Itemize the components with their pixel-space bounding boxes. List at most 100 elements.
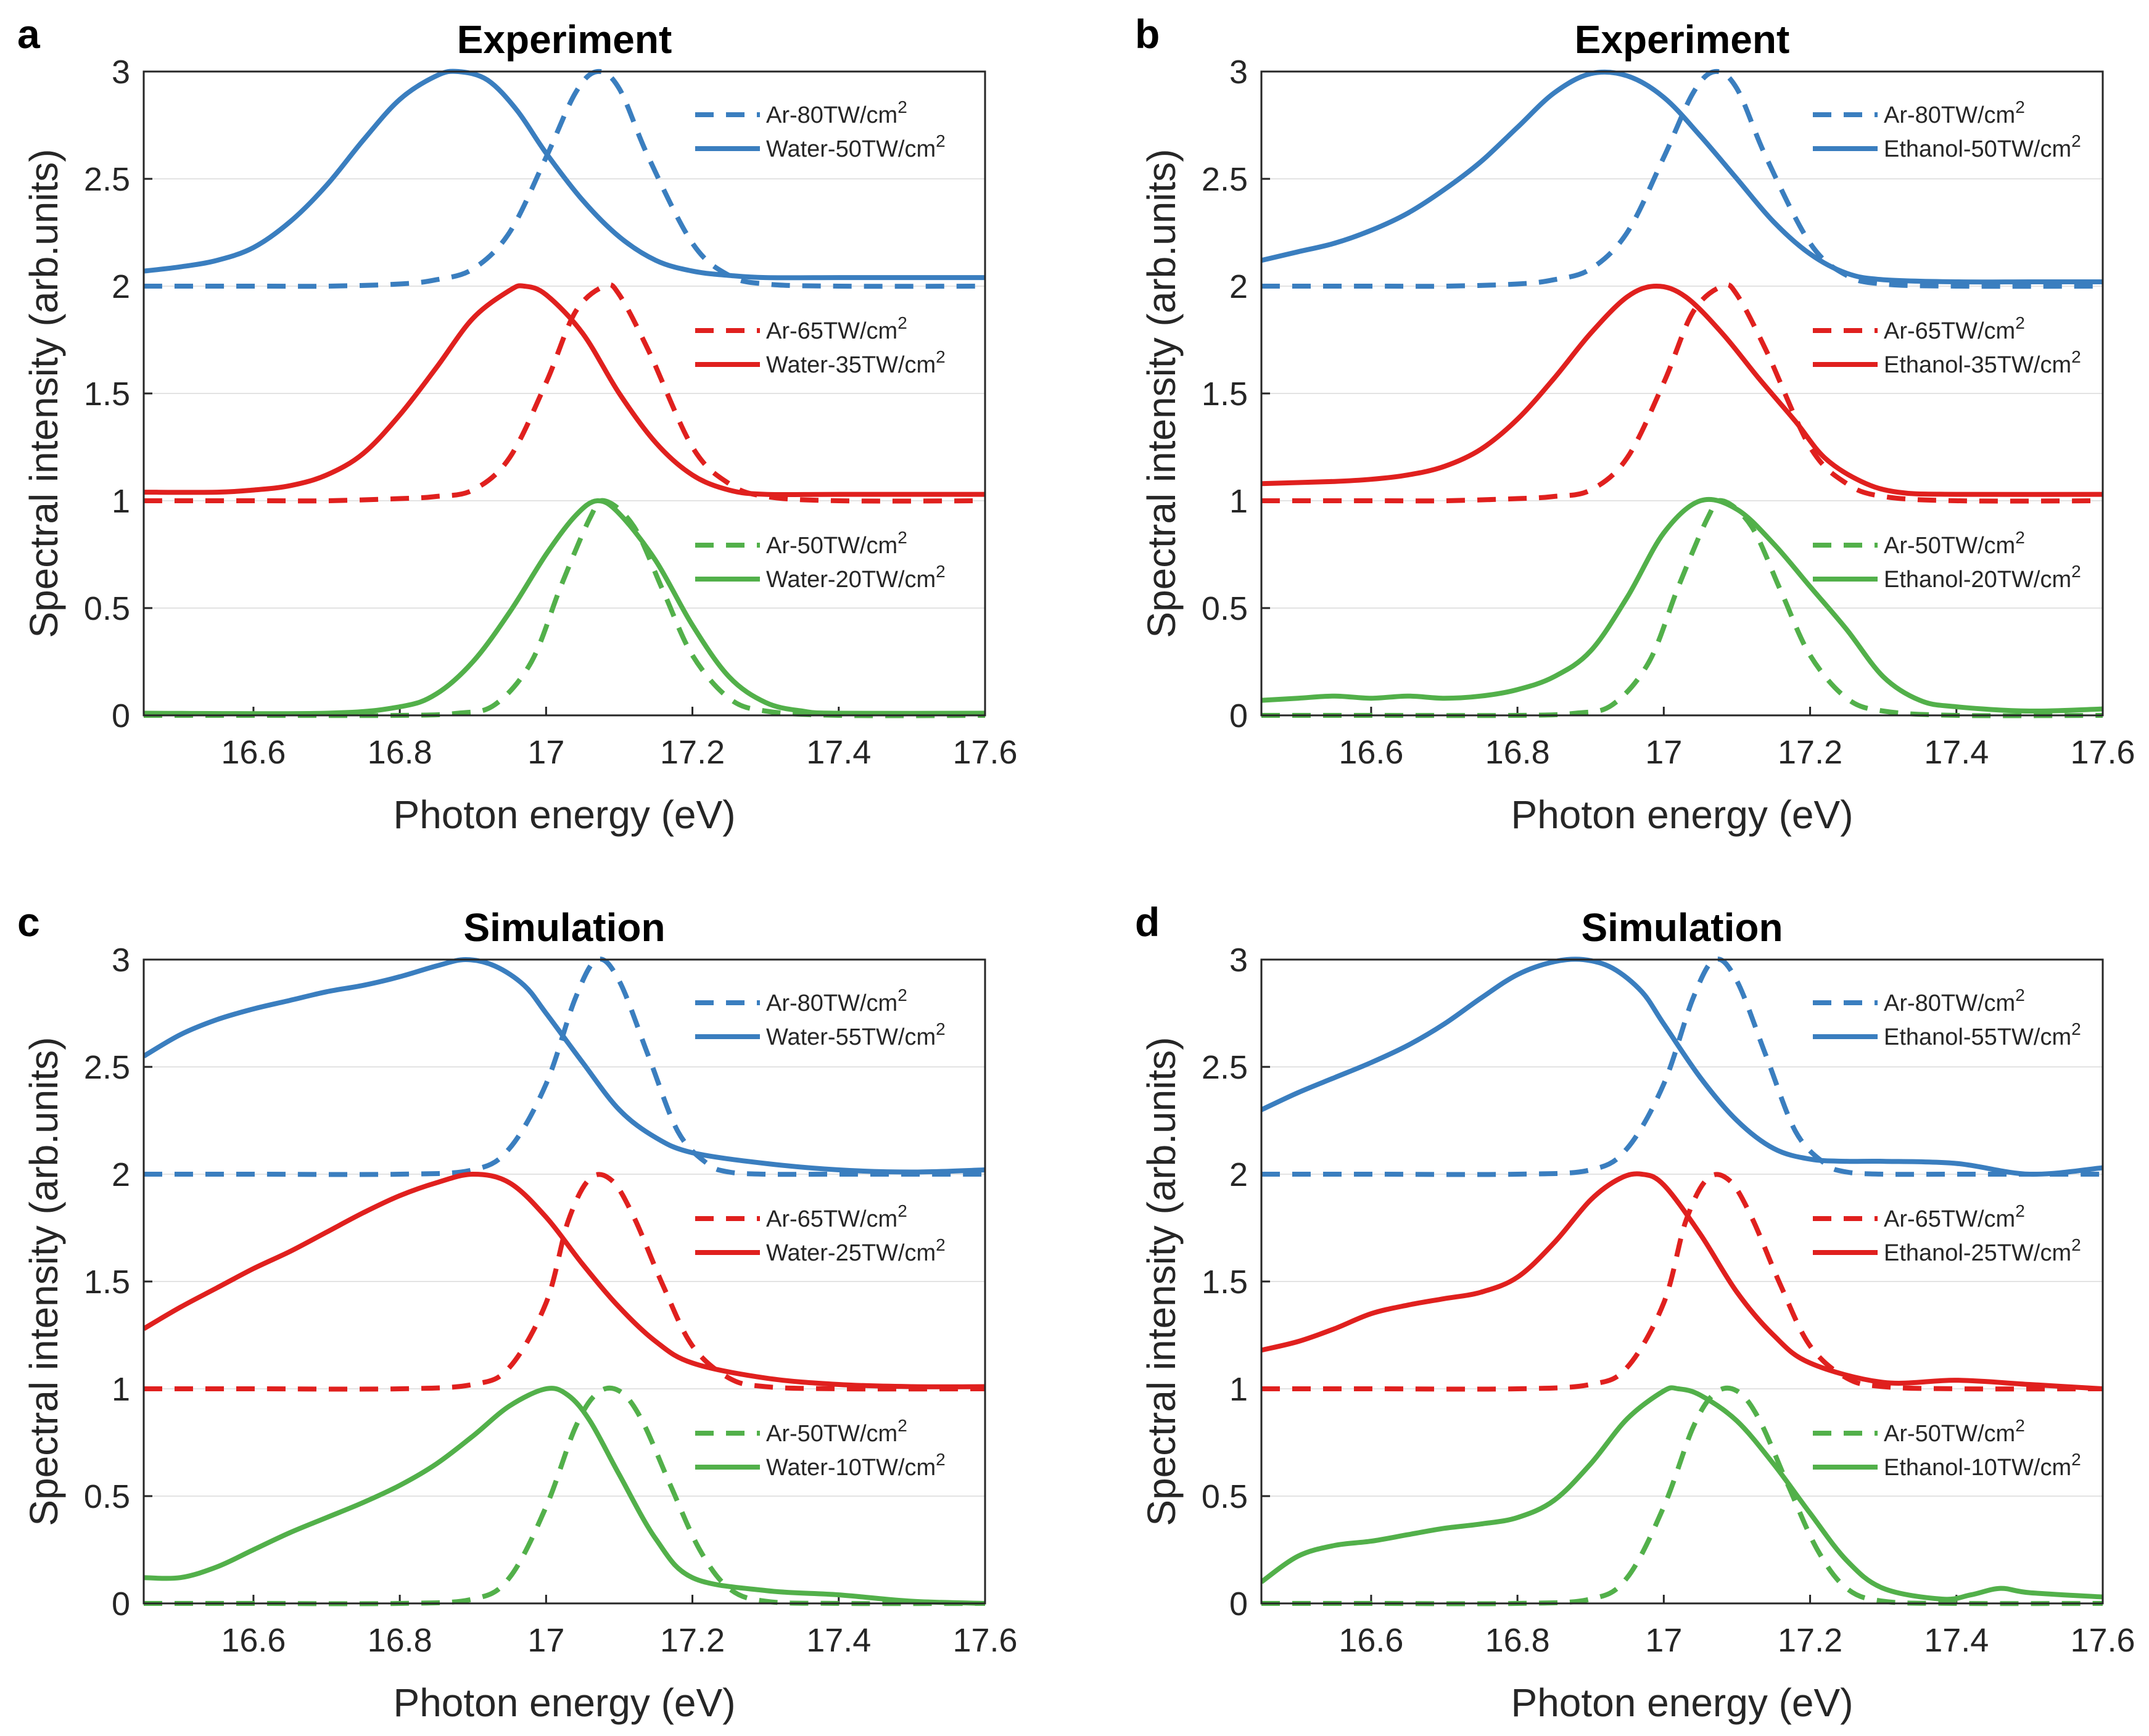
legend-entry: Ar-65TW/cm2 xyxy=(766,313,907,344)
series-line-water-25tw-cm2 xyxy=(144,1172,985,1389)
y-tick-label: 3 xyxy=(112,942,130,979)
plot-frame xyxy=(142,958,986,1605)
series-line-water-10tw-cm2 xyxy=(144,1386,985,1606)
y-axis-label: Spectral intensity (arb.units) xyxy=(22,1037,66,1526)
series-line-water-35tw-cm2 xyxy=(144,283,985,498)
legend-entry: Ar-50TW/cm2 xyxy=(1884,528,2025,559)
y-tick-label: 2.5 xyxy=(84,1049,130,1086)
x-tick-label: 16.8 xyxy=(368,1622,432,1659)
x-tick-label: 16.8 xyxy=(1485,1622,1550,1659)
x-tick-label: 17.4 xyxy=(1924,1622,1989,1659)
chart-title: Experiment xyxy=(1575,17,1790,62)
legend-entry: Ar-65TW/cm2 xyxy=(766,1201,907,1232)
legend-entry: Water-55TW/cm2 xyxy=(766,1019,946,1050)
y-tick-label: 2.5 xyxy=(1202,1049,1248,1086)
x-tick-label: 17 xyxy=(1645,1622,1682,1659)
legend-entry: Ethanol-35TW/cm2 xyxy=(1884,347,2081,378)
legend-entry: Water-50TW/cm2 xyxy=(766,131,946,162)
series-line-water-50tw-cm2 xyxy=(144,68,985,281)
y-tick-label: 1.5 xyxy=(1202,1264,1248,1301)
x-tick-label: 17.4 xyxy=(806,1622,871,1659)
y-tick-label: 3 xyxy=(112,54,130,91)
x-axis-label: Photon energy (eV) xyxy=(1511,792,1854,837)
legend-entry: Ethanol-50TW/cm2 xyxy=(1884,131,2081,162)
x-tick-label: 17.4 xyxy=(1924,734,1989,771)
y-tick-label: 2 xyxy=(112,1156,130,1193)
legend-entry: Ar-80TW/cm2 xyxy=(1884,97,2025,128)
x-tick-label: 17.6 xyxy=(2070,1622,2135,1659)
series-line-ethanol-20tw-cm2 xyxy=(1261,496,2103,714)
plot-frame xyxy=(142,70,986,717)
x-tick-label: 17 xyxy=(527,734,564,771)
panel-label: a xyxy=(17,11,41,57)
series-line-ethanol-35tw-cm2 xyxy=(1261,284,2103,497)
y-tick-label: 0 xyxy=(112,697,130,734)
y-tick-label: 3 xyxy=(1229,54,1248,91)
legend-entry: Water-35TW/cm2 xyxy=(766,347,946,378)
y-tick-label: 1 xyxy=(112,1371,130,1408)
series-group xyxy=(1261,68,2103,718)
legend-entry: Ar-80TW/cm2 xyxy=(766,985,907,1016)
panel-label: b xyxy=(1135,11,1160,57)
y-tick-label: 1.5 xyxy=(84,1264,130,1301)
y-tick-label: 2.5 xyxy=(1202,161,1248,198)
y-axis-label: Spectral intensity (arb.units) xyxy=(1139,1037,1184,1526)
x-tick-label: 16.8 xyxy=(1485,734,1550,771)
y-tick-label: 2.5 xyxy=(84,161,130,198)
legend-entry: Ar-50TW/cm2 xyxy=(1884,1416,2025,1447)
legend-entry: Water-10TW/cm2 xyxy=(766,1450,946,1481)
y-tick-label: 1.5 xyxy=(1202,376,1248,413)
x-tick-label: 16.6 xyxy=(1338,734,1403,771)
y-tick-label: 2 xyxy=(1229,1156,1248,1193)
y-tick-label: 2 xyxy=(112,268,130,305)
legend-entry: Ar-50TW/cm2 xyxy=(766,1416,907,1447)
y-tick-label: 0 xyxy=(1229,697,1248,734)
y-tick-label: 1 xyxy=(1229,1371,1248,1408)
y-tick-label: 0.5 xyxy=(84,590,130,627)
series-line-ethanol-10tw-cm2 xyxy=(1261,1385,2103,1602)
series-line-water-55tw-cm2 xyxy=(144,957,985,1175)
series-line-ar-65tw-cm2 xyxy=(1261,1172,2103,1392)
series-line-ar-80tw-cm2 xyxy=(144,956,985,1177)
legend-entry: Ar-65TW/cm2 xyxy=(1884,1201,2025,1232)
series-line-ar-80tw-cm2 xyxy=(1261,68,2103,289)
x-tick-label: 16.8 xyxy=(368,734,432,771)
legend-entry: Ar-80TW/cm2 xyxy=(766,97,907,128)
x-axis-label: Photon energy (eV) xyxy=(394,1680,736,1725)
x-tick-label: 17.6 xyxy=(952,734,1017,771)
x-tick-label: 16.6 xyxy=(221,734,286,771)
x-tick-label: 17.2 xyxy=(660,734,725,771)
x-tick-label: 17.2 xyxy=(1778,1622,1842,1659)
series-line-ar-65tw-cm2 xyxy=(144,1172,985,1392)
y-tick-label: 3 xyxy=(1229,942,1248,979)
series-line-ethanol-25tw-cm2 xyxy=(1261,1171,2103,1391)
series-line-ar-80tw-cm2 xyxy=(144,68,985,289)
y-tick-label: 0 xyxy=(112,1586,130,1623)
legend-entry: Water-20TW/cm2 xyxy=(766,562,946,593)
x-tick-label: 17.2 xyxy=(660,1622,725,1659)
legend-entry: Ethanol-55TW/cm2 xyxy=(1884,1019,2081,1050)
series-line-ethanol-55tw-cm2 xyxy=(1261,956,2103,1177)
y-tick-label: 0.5 xyxy=(1202,590,1248,627)
series-line-ar-80tw-cm2 xyxy=(1261,956,2103,1177)
series-line-ethanol-50tw-cm2 xyxy=(1261,69,2103,285)
y-tick-label: 0.5 xyxy=(84,1478,130,1515)
chart-title: Simulation xyxy=(1581,905,1783,950)
legend-entry: Ar-80TW/cm2 xyxy=(1884,985,2025,1016)
legend: Ar-80TW/cm2Water-50TW/cm2Ar-65TW/cm2Wate… xyxy=(695,97,946,593)
chart-panel-a: a Experiment 0 0.5 1 1.5 2 2.5 3 16.6 16.8 17 17.2 17… xyxy=(17,11,1018,837)
x-axis-label: Photon energy (eV) xyxy=(1511,1680,1854,1725)
y-tick-label: 0.5 xyxy=(1202,1478,1248,1515)
y-axis-label: Spectral intensity (arb.units) xyxy=(22,149,66,638)
legend-entry: Ethanol-25TW/cm2 xyxy=(1884,1235,2081,1266)
x-tick-label: 17 xyxy=(527,1622,564,1659)
chart-panel-c: c Simulation 0 0.5 1 1.5 2 2.5 3 16.6 16.8 17 17.2 17… xyxy=(17,899,1018,1725)
plot-frame xyxy=(1260,958,2104,1605)
x-tick-label: 17.2 xyxy=(1778,734,1842,771)
legend-entry: Ar-65TW/cm2 xyxy=(1884,313,2025,344)
legend-entry: Water-25TW/cm2 xyxy=(766,1235,946,1266)
legend-entry: Ethanol-10TW/cm2 xyxy=(1884,1450,2081,1481)
y-tick-label: 1.5 xyxy=(84,376,130,413)
panel-label: c xyxy=(17,899,40,945)
